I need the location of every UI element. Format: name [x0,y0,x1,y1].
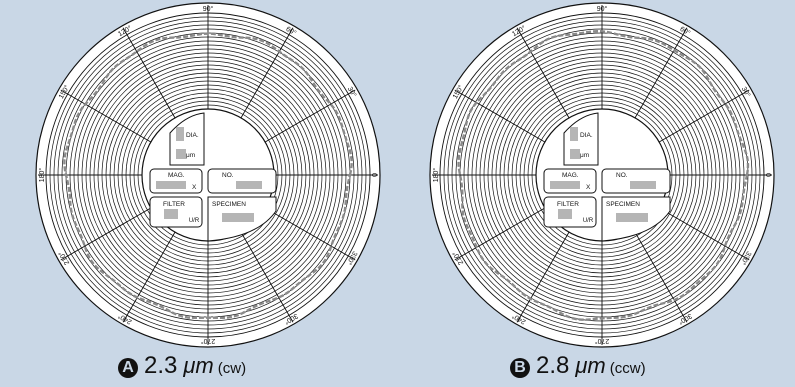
caption-b: B 2.8 μm (ccw) [510,352,646,386]
redacted-value [236,181,262,189]
redacted-value [176,127,184,141]
hub-fields: DIA. μm MAG. X NO. FILTER U/R SPECIMEN [149,112,277,242]
specimen-label: SPECIMEN [606,201,640,208]
redacted-value [570,149,580,159]
angle-label: 180° [38,168,46,183]
recording-disc-b: 90°60°30°0330°300°270°240°210°180°150°12… [429,2,775,348]
caption-value-a: 2.3 [144,352,178,379]
dia-label: DIA. [580,132,593,139]
angle-label: 0 [764,173,771,177]
caption-a: A 2.3 μm (cw) [118,352,246,386]
filter-label: FILTER [163,201,185,208]
angle-label: 0 [370,173,377,177]
redacted-value [570,127,578,141]
redacted-value [176,149,186,159]
filter-label: FILTER [557,201,579,208]
angle-label: 270° [201,337,216,345]
mag-label: MAG. [562,172,579,179]
filter-suffix-label: U/R [189,218,200,224]
redacted-value [558,209,572,219]
caption-direction-a: (cw) [217,360,247,377]
angle-label: 90° [597,5,608,13]
hub-fields: DIA. μm MAG. X NO. FILTER U/R SPECIMEN [543,112,671,242]
radial-lines [432,5,772,345]
caption-value-b: 2.8 [536,352,570,379]
number-label: NO. [616,172,628,179]
caption-letter-a: A [118,358,138,378]
angle-label: 90° [203,5,214,13]
caption-direction-b: (ccw) [609,360,646,377]
redacted-value [630,181,656,189]
angle-label: 180° [432,168,440,183]
angle-label: 270° [595,337,610,345]
mag-label: MAG. [168,172,185,179]
dia-unit-label: μm [186,152,195,159]
dia-label: DIA. [186,132,199,139]
redacted-value [164,209,178,219]
radial-lines [38,5,378,345]
roundness-trace [63,32,353,319]
number-label: NO. [222,172,234,179]
redacted-value [550,181,580,189]
mag-x-label: X [586,184,591,191]
redacted-value [616,213,648,222]
redacted-value [222,213,254,222]
caption-unit-a: μm [183,353,214,378]
dia-unit-label: μm [580,152,589,159]
recording-disc-a: 90°60°30°0330°300°270°240°210°180°150°12… [35,2,381,348]
specimen-label: SPECIMEN [212,201,246,208]
caption-letter-b: B [510,358,530,378]
filter-suffix-label: U/R [583,218,594,224]
redacted-value [156,181,186,189]
roundness-trace [457,29,750,321]
caption-unit-b: μm [575,353,606,378]
mag-x-label: X [192,184,197,191]
